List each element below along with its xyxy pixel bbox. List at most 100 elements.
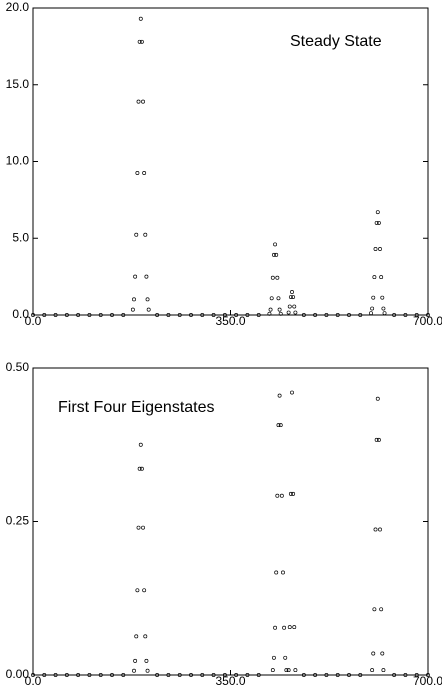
point — [222, 313, 227, 317]
point — [370, 668, 375, 673]
point — [290, 290, 294, 294]
point — [136, 525, 141, 530]
point — [166, 673, 171, 677]
point — [283, 655, 288, 660]
point — [110, 313, 114, 317]
point — [275, 493, 280, 498]
point — [274, 570, 279, 575]
plot-frame — [32, 7, 429, 316]
x-tick-label: 350.0 — [215, 674, 245, 688]
point — [378, 247, 382, 251]
point — [372, 607, 377, 612]
point — [373, 247, 378, 251]
point — [279, 493, 284, 498]
point — [335, 313, 340, 317]
point — [76, 673, 81, 677]
point — [87, 313, 92, 317]
point — [290, 390, 294, 395]
point — [281, 570, 285, 575]
point — [347, 673, 351, 677]
point — [166, 313, 171, 317]
point — [143, 232, 148, 237]
point — [287, 625, 292, 630]
point — [392, 673, 397, 677]
x-tick-label: 350.0 — [215, 314, 245, 328]
point — [376, 220, 381, 225]
point — [272, 252, 276, 257]
point — [358, 313, 363, 317]
point — [293, 668, 298, 673]
point — [145, 297, 150, 302]
point — [139, 39, 144, 44]
x-tick-label: 0.0 — [25, 674, 42, 688]
annotation: First Four Eigenstates — [58, 399, 215, 416]
point — [189, 313, 193, 317]
y-tick-label: 15.0 — [6, 77, 30, 91]
point — [379, 607, 384, 612]
point — [31, 313, 35, 317]
point — [142, 588, 147, 593]
point — [414, 313, 419, 317]
point — [282, 625, 287, 630]
point — [137, 466, 142, 471]
point — [135, 171, 140, 175]
point — [370, 306, 375, 311]
point — [98, 313, 103, 317]
point — [371, 295, 376, 300]
point — [374, 437, 379, 442]
point — [144, 658, 149, 663]
point — [141, 525, 145, 530]
point — [272, 655, 276, 660]
point — [234, 313, 239, 317]
point — [143, 634, 148, 639]
point — [381, 668, 386, 673]
point — [278, 311, 283, 316]
point — [278, 423, 283, 428]
point — [313, 673, 318, 677]
point — [64, 313, 69, 317]
point — [144, 274, 149, 279]
point — [42, 313, 47, 317]
point — [293, 310, 298, 315]
point — [277, 307, 282, 312]
point — [358, 673, 363, 677]
point — [31, 673, 35, 677]
point — [291, 295, 296, 299]
point — [133, 658, 138, 663]
point — [277, 393, 282, 398]
point — [291, 491, 296, 496]
point — [211, 673, 216, 677]
point — [276, 296, 281, 301]
point — [64, 673, 69, 677]
point — [110, 673, 114, 677]
y-tick-label: 0.00 — [6, 667, 30, 681]
point — [286, 310, 291, 315]
point — [288, 491, 293, 496]
point — [245, 313, 250, 317]
point — [376, 437, 381, 442]
point — [267, 311, 272, 316]
point — [371, 651, 376, 656]
x-tick-label: 0.0 — [25, 314, 42, 328]
point — [132, 297, 136, 302]
x-tick-label: 700.0 — [413, 674, 442, 688]
point — [133, 274, 138, 279]
point — [138, 442, 143, 447]
point — [301, 673, 306, 677]
point — [189, 673, 193, 677]
point — [138, 16, 143, 21]
point — [335, 673, 340, 677]
point — [222, 673, 227, 677]
point — [155, 313, 160, 317]
point — [121, 673, 126, 677]
point — [141, 99, 145, 104]
point — [76, 313, 81, 317]
point — [324, 673, 329, 677]
point — [53, 313, 58, 317]
point — [273, 625, 278, 630]
point — [286, 668, 291, 673]
point — [375, 396, 380, 401]
point — [270, 275, 275, 280]
y-tick-label: 10.0 — [6, 154, 30, 168]
